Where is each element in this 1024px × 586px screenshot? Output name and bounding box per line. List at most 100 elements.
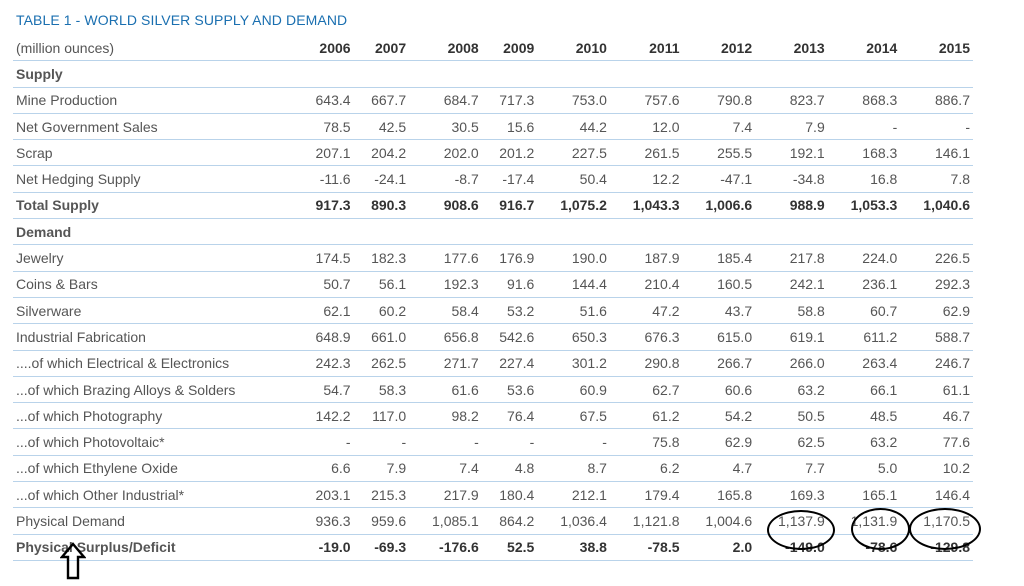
value-cell: - (409, 428, 482, 456)
value-cell: 62.9 (900, 297, 973, 325)
value-cell: 261.5 (609, 139, 683, 167)
value-cell: 30.5 (409, 113, 482, 141)
row-label: Demand (13, 218, 298, 246)
silver-supply-demand-table: (million ounces) 2006 2007 2008 2009 2010 201… (13, 35, 973, 561)
value-cell: 67.5 (537, 402, 610, 430)
table-row: ...of which Other Industrial* 203.1 215.3 2… (13, 481, 973, 509)
value-cell: 5.0 (827, 455, 901, 483)
value-cell: 4.7 (682, 455, 756, 483)
highlight-circle-2014 (851, 508, 910, 550)
value-cell: -176.6 (409, 534, 482, 561)
table-row: Total Supply 917.3 890.3 908.6 916.7 1,075.2 1… (13, 192, 973, 220)
value-cell: 192.1 (755, 139, 828, 167)
value-cell (609, 60, 683, 88)
table-row: Net Government Sales 78.5 42.5 30.5 15.6 44.2… (13, 113, 973, 141)
row-label: Mine Production (13, 87, 298, 114)
value-cell: 650.3 (537, 323, 610, 351)
value-cell: 165.8 (682, 481, 756, 509)
value-cell: 588.7 (900, 323, 973, 351)
row-label: ...of which Photovoltaic* (13, 428, 298, 456)
value-cell (537, 60, 610, 88)
value-cell: -17.4 (481, 165, 538, 193)
year-header-2011: 2011 (609, 35, 683, 62)
value-cell: 643.4 (298, 87, 354, 114)
value-cell: 217.8 (755, 244, 828, 272)
value-cell: 43.7 (682, 297, 756, 325)
value-cell: 169.3 (755, 481, 828, 509)
value-cell: 62.1 (298, 297, 354, 325)
value-cell: 174.5 (298, 244, 354, 272)
value-cell: 217.9 (409, 481, 482, 509)
value-cell: 271.7 (409, 350, 482, 377)
value-cell: 204.2 (353, 139, 410, 167)
value-cell: - (353, 428, 410, 456)
value-cell: 290.8 (609, 350, 683, 377)
value-cell: 717.3 (481, 87, 538, 114)
value-cell: 117.0 (353, 402, 410, 430)
row-label: Physical Demand (13, 507, 298, 535)
value-cell: 242.1 (755, 271, 828, 298)
value-cell: 676.3 (609, 323, 683, 351)
row-label: ....of which Electrical & Electronics (13, 350, 298, 377)
unit-label: (million ounces) (13, 35, 298, 62)
value-cell: 201.2 (481, 139, 538, 167)
value-cell: 917.3 (298, 192, 354, 220)
value-cell: 146.1 (900, 139, 973, 167)
value-cell: 1,040.6 (900, 192, 973, 220)
value-cell: 62.9 (682, 428, 756, 456)
value-cell: - (298, 428, 354, 456)
value-cell: 7.4 (409, 455, 482, 483)
value-cell: 648.9 (298, 323, 354, 351)
value-cell: 58.4 (409, 297, 482, 325)
value-cell: 661.0 (353, 323, 410, 351)
value-cell (900, 218, 973, 246)
value-cell: 246.7 (900, 350, 973, 377)
value-cell (409, 218, 482, 246)
value-cell: 47.2 (609, 297, 683, 325)
value-cell: 51.6 (537, 297, 610, 325)
value-cell: 215.3 (353, 481, 410, 509)
value-cell (537, 218, 610, 246)
table-row: ...of which Photovoltaic* - - - - -75.8 62.9 62… (13, 428, 973, 456)
value-cell: 959.6 (353, 507, 410, 535)
year-header-2015: 2015 (900, 35, 973, 62)
value-cell: 62.5 (755, 428, 828, 456)
highlight-circle-2015 (909, 508, 981, 550)
value-cell: 988.9 (755, 192, 828, 220)
value-cell: 202.0 (409, 139, 482, 167)
value-cell: 46.7 (900, 402, 973, 430)
value-cell (827, 218, 901, 246)
row-label: ...of which Other Industrial* (13, 481, 298, 509)
value-cell: 611.2 (827, 323, 901, 351)
value-cell: -19.0 (298, 534, 354, 561)
year-header-2014: 2014 (827, 35, 901, 62)
value-cell: 176.9 (481, 244, 538, 272)
value-cell: 2.0 (682, 534, 756, 561)
value-cell (682, 60, 756, 88)
value-cell: 66.1 (827, 376, 901, 404)
value-cell (900, 60, 973, 88)
value-cell: 10.2 (900, 455, 973, 483)
row-label: Total Supply (13, 192, 298, 220)
value-cell: 1,085.1 (409, 507, 482, 535)
table-row: Silverware 62.1 60.2 58.4 53.2 51.6 47.2 43.7 58… (13, 297, 973, 325)
value-cell: 58.3 (353, 376, 410, 404)
value-cell: 242.3 (298, 350, 354, 377)
value-cell (755, 218, 828, 246)
year-header-2006: 2006 (298, 35, 354, 62)
value-cell (682, 218, 756, 246)
value-cell: 61.6 (409, 376, 482, 404)
value-cell: 6.6 (298, 455, 354, 483)
value-cell: -24.1 (353, 165, 410, 193)
value-cell: 192.3 (409, 271, 482, 298)
value-cell: - (537, 428, 610, 456)
table-row: ...of which Ethylene Oxide 6.6 7.9 7.4 4.8 8.… (13, 455, 973, 483)
value-cell: -11.6 (298, 165, 354, 193)
value-cell: -69.3 (353, 534, 410, 561)
value-cell (481, 218, 538, 246)
value-cell: 226.5 (900, 244, 973, 272)
value-cell: 823.7 (755, 87, 828, 114)
value-cell: 8.7 (537, 455, 610, 483)
value-cell: 266.0 (755, 350, 828, 377)
value-cell: 62.7 (609, 376, 683, 404)
